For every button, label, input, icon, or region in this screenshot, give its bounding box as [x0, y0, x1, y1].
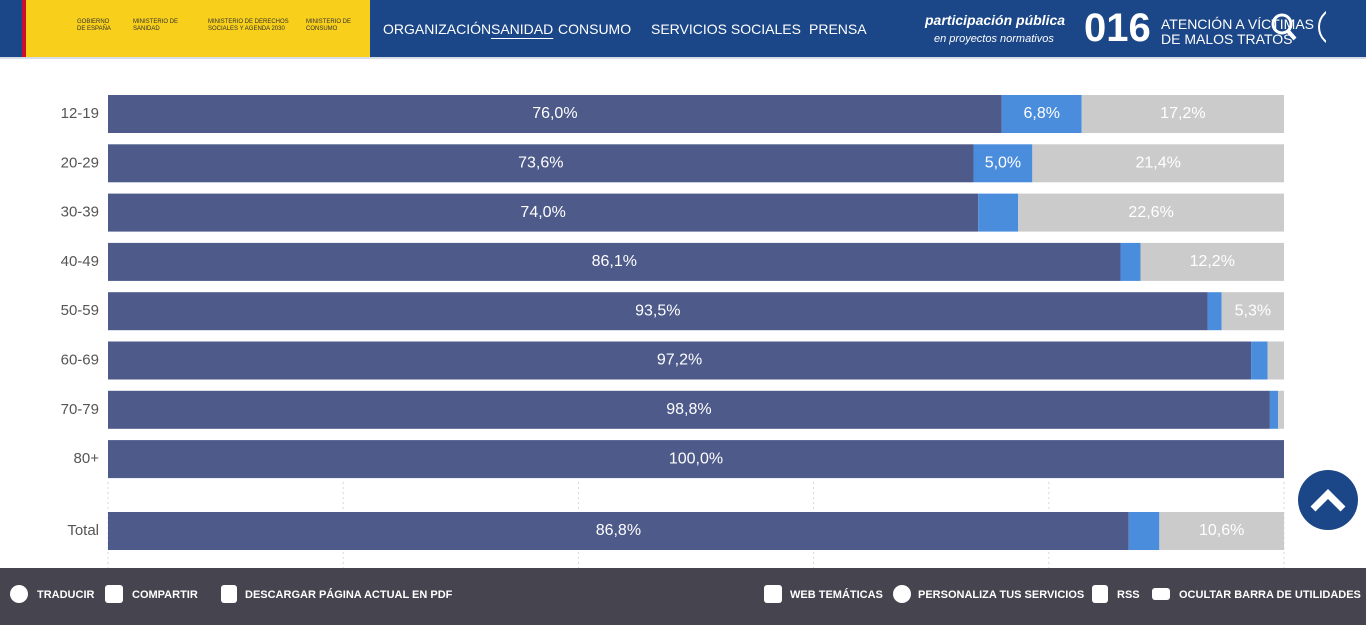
footer-link[interactable]: COMPARTIR: [132, 589, 198, 601]
icon: [221, 585, 237, 603]
bar-segment: [1140, 242, 1284, 281]
y-tick-label: 20-29: [61, 154, 99, 171]
logo-text: GOBIERNO DE ESPAÑA: [77, 19, 111, 32]
hotline-text[interactable]: DE MALOS TRATOS: [1161, 31, 1293, 47]
bar-segment: [1018, 193, 1284, 232]
nav-link[interactable]: SANIDAD: [491, 21, 554, 37]
data-label: 100,0%: [669, 450, 723, 467]
search-icon: [1286, 29, 1297, 41]
logo-text: MINISTERIO DE CONSUMO: [306, 19, 352, 32]
nav-link[interactable]: CONSUMO: [558, 21, 632, 37]
data-label: 6,8%: [1024, 105, 1060, 122]
y-tick-label: 40-49: [61, 253, 99, 270]
user-icon[interactable]: [1318, 8, 1326, 46]
data-label: 10,6%: [1199, 522, 1244, 539]
y-tick-label: 60-69: [61, 351, 99, 368]
data-label: 74,0%: [520, 204, 565, 221]
icon: [764, 585, 782, 603]
data-label: 97,2%: [657, 352, 702, 369]
data-label: 21,4%: [1135, 155, 1180, 172]
footer-link[interactable]: OCULTAR BARRA DE UTILIDADES: [1179, 589, 1361, 601]
bar-segment: [108, 95, 1002, 133]
bar-segment: [108, 144, 974, 183]
y-tick-label: Total: [67, 522, 99, 539]
logo-text: MINISTERIO DE DERECHOS SOCIALES Y AGENDA…: [208, 19, 289, 32]
icon: [105, 585, 123, 603]
bar-segment: [1221, 292, 1284, 331]
icon: [10, 585, 28, 603]
footer-link[interactable]: PERSONALIZA TUS SERVICIOS: [918, 589, 1085, 601]
data-label: 5,0%: [985, 155, 1021, 172]
bar-segment: [1251, 341, 1268, 380]
bar-segment: [108, 193, 979, 232]
participation-sub[interactable]: en proyectos normativos: [934, 33, 1054, 45]
icon: [1092, 585, 1108, 603]
bar-segment: [108, 242, 1121, 281]
nav-link[interactable]: SERVICIOS SOCIALES: [651, 21, 801, 37]
footer: TRADUCIR COMPARTIR DESCARGAR PÁGINA ACTU…: [0, 568, 1366, 625]
bar-segment: [1267, 341, 1284, 380]
data-label: 86,1%: [592, 253, 637, 270]
nav-link[interactable]: PRENSA: [809, 21, 867, 37]
footer-link[interactable]: TRADUCIR: [37, 589, 95, 601]
bar-segment: [108, 390, 1270, 429]
scroll-top-arrow: [1310, 489, 1346, 512]
bar-segment: [108, 341, 1252, 380]
bar-segment: [1032, 144, 1284, 183]
bar-segment: [978, 193, 1019, 232]
bar-segment: [1269, 390, 1279, 429]
bar-segment: [1081, 95, 1284, 133]
data-label: 86,8%: [596, 522, 641, 539]
search-icon[interactable]: [1271, 13, 1293, 35]
bar-segment: [108, 440, 1284, 479]
logo-text: MINISTERIO DE SANIDAD: [133, 19, 179, 32]
participation-title[interactable]: participación pública: [925, 12, 1066, 28]
footer-link[interactable]: WEB TEMÁTICAS: [790, 589, 883, 601]
icon: [893, 585, 911, 603]
bar-segment: [1207, 292, 1222, 331]
bar-segment: [1120, 242, 1141, 281]
data-label: 17,2%: [1160, 105, 1205, 122]
y-tick-label: 80+: [74, 450, 100, 467]
hotline-text[interactable]: ATENCIÓN A VÍCTIMAS: [1161, 16, 1314, 32]
y-tick-label: 50-59: [61, 302, 99, 319]
chart: 12-19 76,0% 6,8% 17,2% 20-29 73,6% 5,0% 21,4% 30…: [61, 95, 1358, 568]
data-label: 5,3%: [1235, 302, 1271, 319]
footer-link[interactable]: RSS: [1117, 589, 1140, 601]
bar-segment: [1001, 95, 1082, 133]
scroll-top-button[interactable]: [1298, 470, 1358, 530]
nav-link[interactable]: ORGANIZACIÓN: [383, 21, 492, 37]
data-label: 73,6%: [518, 155, 563, 172]
bar-segment: [1128, 512, 1160, 550]
y-tick-label: 70-79: [61, 401, 99, 418]
header: GOBIERNO DE ESPAÑA MINISTERIO DE SANIDAD…: [0, 0, 1366, 59]
logo-strip: GOBIERNO DE ESPAÑA MINISTERIO DE SANIDAD…: [0, 0, 370, 57]
eu-flag: [0, 0, 26, 57]
bar-segment: [108, 512, 1129, 550]
data-label: 93,5%: [635, 302, 680, 319]
hotline-number[interactable]: 016: [1084, 6, 1151, 50]
y-tick-label: 30-39: [61, 204, 99, 221]
header-icons: [1271, 8, 1326, 46]
footer-link[interactable]: DESCARGAR PÁGINA ACTUAL EN PDF: [245, 589, 453, 601]
bar-segment: [973, 144, 1033, 183]
y-tick-label: 12-19: [61, 105, 99, 122]
bar-segment: [108, 292, 1208, 331]
data-label: 22,6%: [1128, 204, 1173, 221]
data-label: 12,2%: [1190, 253, 1235, 270]
data-label: 76,0%: [532, 105, 577, 122]
bar-segment: [1159, 512, 1284, 550]
bar-segment: [1278, 390, 1284, 429]
icon: [1152, 588, 1170, 600]
data-label: 98,8%: [666, 401, 711, 418]
